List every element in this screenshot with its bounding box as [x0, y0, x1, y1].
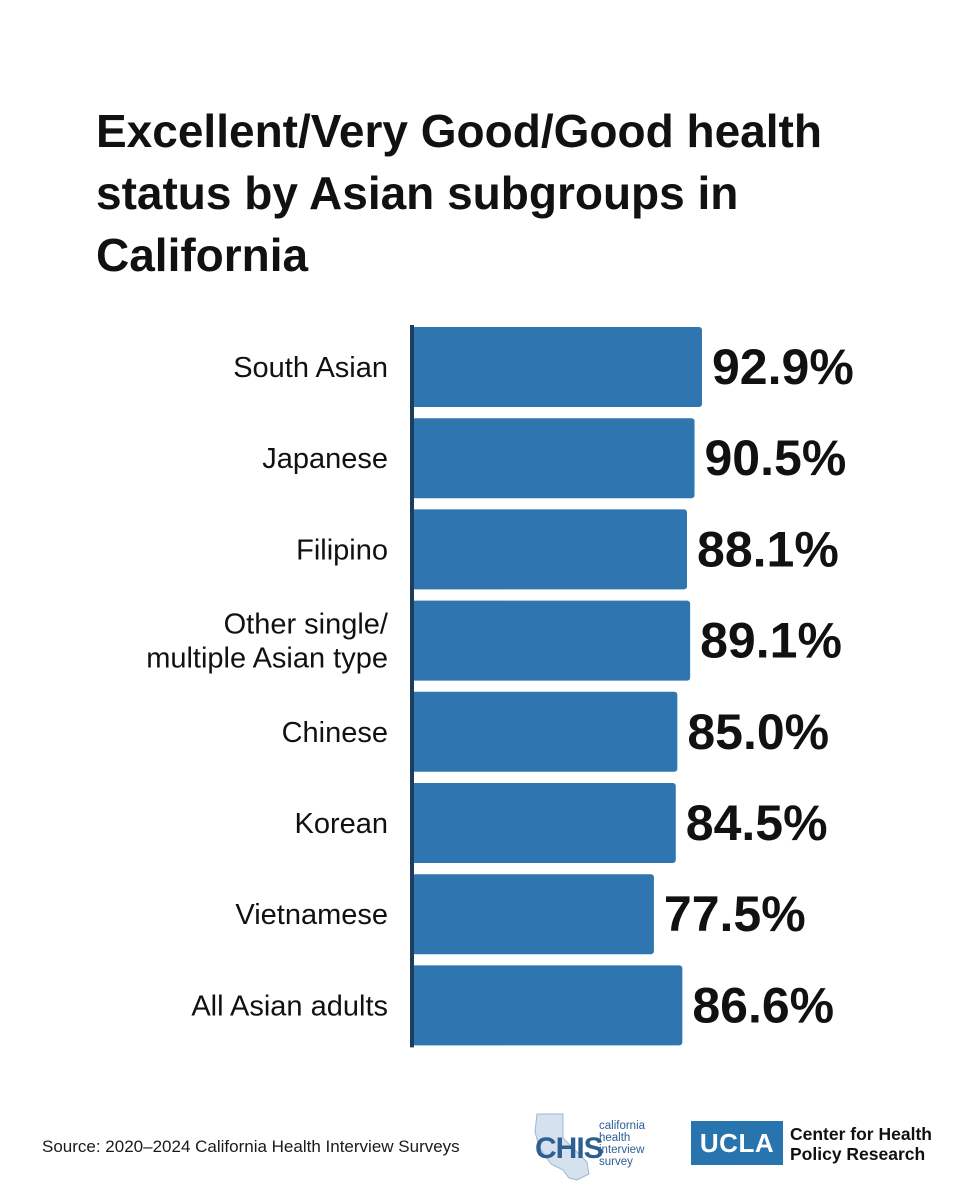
chart-title: Excellent/Very Good/Good health status b… — [96, 105, 822, 281]
bar — [412, 691, 678, 772]
bar — [412, 418, 695, 499]
source-note: Source: 2020–2024 California Health Inte… — [42, 1137, 460, 1156]
california-map-icon — [534, 1113, 590, 1181]
chis-subtitle: california health interview survey — [599, 1120, 669, 1168]
chis-sub-line: health — [599, 1132, 631, 1144]
chis-sub-line: survey — [599, 1156, 633, 1168]
value-label: 85.0% — [687, 704, 829, 760]
value-label: 88.1% — [697, 521, 839, 577]
value-label: 77.5% — [664, 886, 806, 942]
value-label: 86.6% — [692, 977, 834, 1033]
category-label: Korean — [294, 808, 388, 840]
category-label: All Asian adults — [191, 990, 388, 1022]
value-label: 84.5% — [686, 795, 828, 851]
chis-sub-line: california — [599, 1120, 646, 1132]
center-name-line: Policy Research — [790, 1144, 926, 1164]
bar — [412, 783, 676, 863]
chis-wordmark: CHIS — [535, 1132, 604, 1165]
category-label: Filipino — [296, 534, 388, 566]
value-label: 89.1% — [700, 613, 842, 669]
chis-sub-line: interview — [599, 1144, 645, 1156]
chis-logo: CHIS california health interview survey — [533, 1112, 663, 1184]
category-label: Japanese — [262, 443, 388, 475]
category-label: multiple Asian type — [146, 643, 388, 675]
center-name: Center for Health Policy Research — [790, 1124, 950, 1164]
ucla-logo: UCLA — [691, 1121, 783, 1165]
category-label: Other single/ — [224, 609, 389, 641]
center-name-line: Center for Health — [790, 1124, 932, 1144]
bar — [412, 965, 683, 1046]
category-label: Chinese — [282, 717, 388, 749]
value-label: 90.5% — [705, 430, 847, 486]
bar — [412, 600, 691, 681]
bar — [412, 874, 654, 955]
bar — [412, 327, 702, 407]
bar-chart: 92.9% South Asian 90.5% Japanese 88.1% Filipi… — [146, 325, 854, 1048]
category-label: Vietnamese — [235, 899, 388, 931]
value-label: 92.9% — [712, 339, 854, 395]
category-label: South Asian — [233, 352, 388, 384]
bar — [412, 509, 688, 590]
